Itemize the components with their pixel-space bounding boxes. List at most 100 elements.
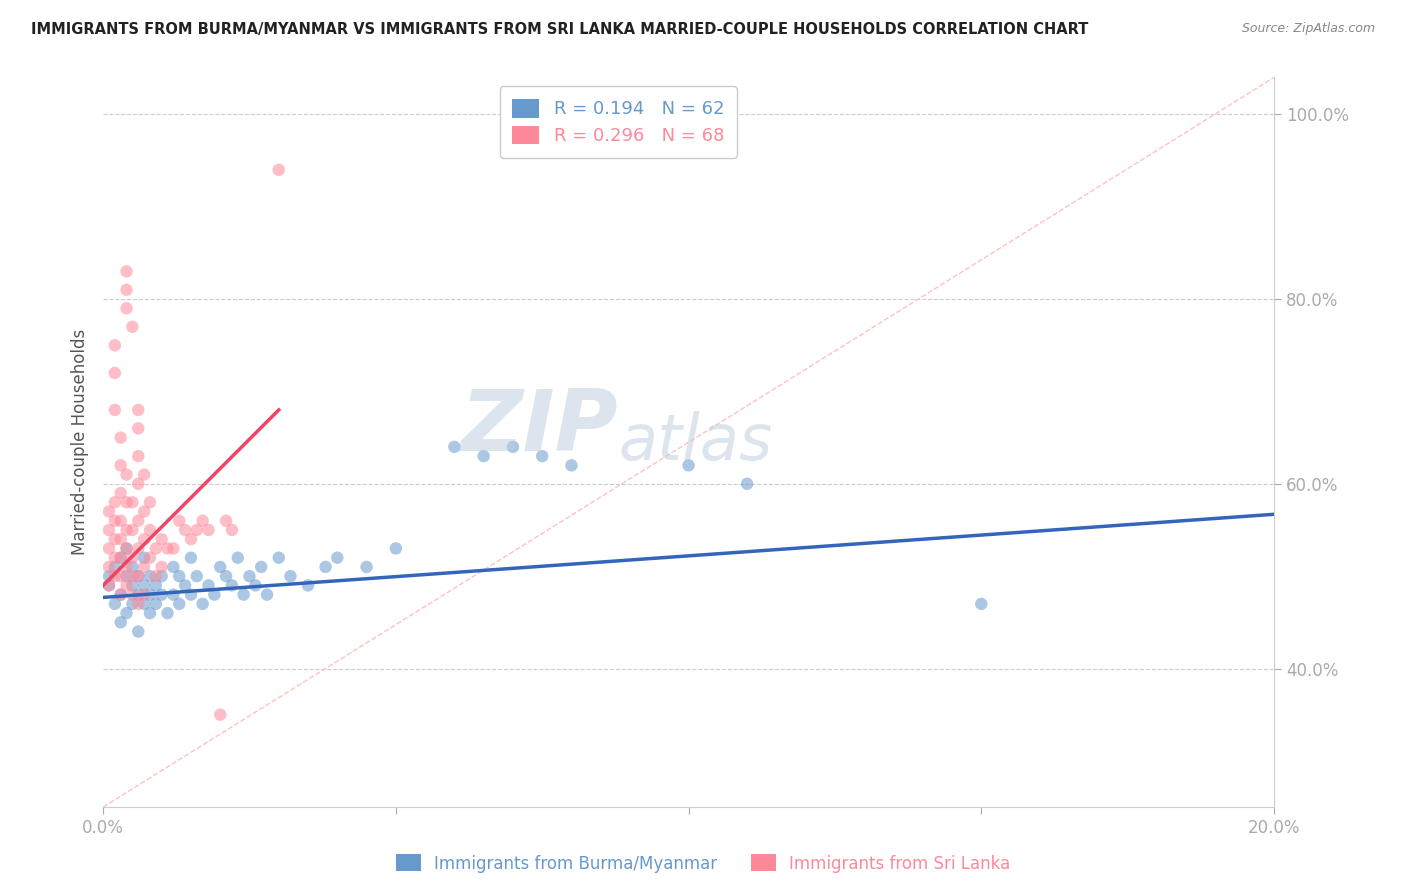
Point — [115, 467, 138, 482]
Point — [256, 588, 278, 602]
Point — [121, 588, 143, 602]
Text: ZIP: ZIP — [461, 386, 619, 469]
Point — [110, 550, 132, 565]
Point — [202, 588, 225, 602]
Point — [127, 403, 149, 417]
Point — [139, 569, 162, 583]
Point — [98, 523, 121, 537]
Text: Source: ZipAtlas.com: Source: ZipAtlas.com — [1241, 22, 1375, 36]
Point — [443, 440, 465, 454]
Point — [110, 486, 132, 500]
Y-axis label: Married-couple Households: Married-couple Households — [72, 329, 89, 556]
Text: IMMIGRANTS FROM BURMA/MYANMAR VS IMMIGRANTS FROM SRI LANKA MARRIED-COUPLE HOUSEH: IMMIGRANTS FROM BURMA/MYANMAR VS IMMIGRA… — [31, 22, 1088, 37]
Point — [139, 550, 162, 565]
Point — [110, 569, 132, 583]
Point — [735, 476, 758, 491]
Point — [180, 588, 202, 602]
Point — [150, 560, 173, 574]
Point — [115, 560, 138, 574]
Point — [127, 476, 149, 491]
Text: atlas: atlas — [619, 411, 772, 474]
Point — [139, 606, 162, 620]
Point — [115, 523, 138, 537]
Point — [186, 569, 208, 583]
Legend: Immigrants from Burma/Myanmar, Immigrants from Sri Lanka: Immigrants from Burma/Myanmar, Immigrant… — [389, 847, 1017, 880]
Point — [162, 541, 184, 556]
Point — [145, 569, 167, 583]
Point — [132, 588, 155, 602]
Point — [209, 707, 232, 722]
Point — [139, 495, 162, 509]
Point — [167, 514, 190, 528]
Point — [127, 541, 149, 556]
Point — [180, 550, 202, 565]
Point — [115, 495, 138, 509]
Point — [110, 458, 132, 473]
Point — [127, 449, 149, 463]
Point — [110, 431, 132, 445]
Point — [215, 514, 238, 528]
Point — [104, 514, 127, 528]
Point — [132, 550, 155, 565]
Point — [98, 578, 121, 592]
Point — [970, 597, 993, 611]
Point — [226, 550, 249, 565]
Point — [145, 541, 167, 556]
Point — [186, 523, 208, 537]
Point — [98, 569, 121, 583]
Point — [356, 560, 378, 574]
Point — [121, 319, 143, 334]
Point — [104, 550, 127, 565]
Point — [145, 578, 167, 592]
Point — [150, 533, 173, 547]
Point — [110, 533, 132, 547]
Point — [98, 560, 121, 574]
Point — [139, 523, 162, 537]
Point — [115, 606, 138, 620]
Point — [104, 569, 127, 583]
Point — [560, 458, 582, 473]
Point — [150, 588, 173, 602]
Point — [121, 523, 143, 537]
Point — [110, 514, 132, 528]
Point — [127, 588, 149, 602]
Point — [115, 541, 138, 556]
Point — [502, 440, 524, 454]
Point — [110, 588, 132, 602]
Point — [115, 264, 138, 278]
Point — [132, 597, 155, 611]
Point — [104, 495, 127, 509]
Point — [104, 533, 127, 547]
Point — [121, 550, 143, 565]
Point — [167, 569, 190, 583]
Point — [110, 550, 132, 565]
Point — [104, 403, 127, 417]
Point — [315, 560, 337, 574]
Point — [678, 458, 700, 473]
Legend: R = 0.194   N = 62, R = 0.296   N = 68: R = 0.194 N = 62, R = 0.296 N = 68 — [499, 87, 737, 158]
Point — [104, 366, 127, 380]
Point — [145, 597, 167, 611]
Point — [267, 162, 290, 177]
Point — [209, 560, 232, 574]
Point — [326, 550, 349, 565]
Point — [232, 588, 254, 602]
Point — [98, 504, 121, 518]
Point — [121, 560, 143, 574]
Point — [121, 569, 143, 583]
Point — [267, 550, 290, 565]
Point — [121, 578, 143, 592]
Point — [162, 560, 184, 574]
Point — [121, 495, 143, 509]
Point — [180, 533, 202, 547]
Point — [221, 578, 243, 592]
Point — [174, 523, 197, 537]
Point — [127, 624, 149, 639]
Point — [115, 578, 138, 592]
Point — [245, 578, 267, 592]
Point — [127, 597, 149, 611]
Point — [197, 523, 219, 537]
Point — [139, 588, 162, 602]
Point — [191, 597, 214, 611]
Point — [127, 569, 149, 583]
